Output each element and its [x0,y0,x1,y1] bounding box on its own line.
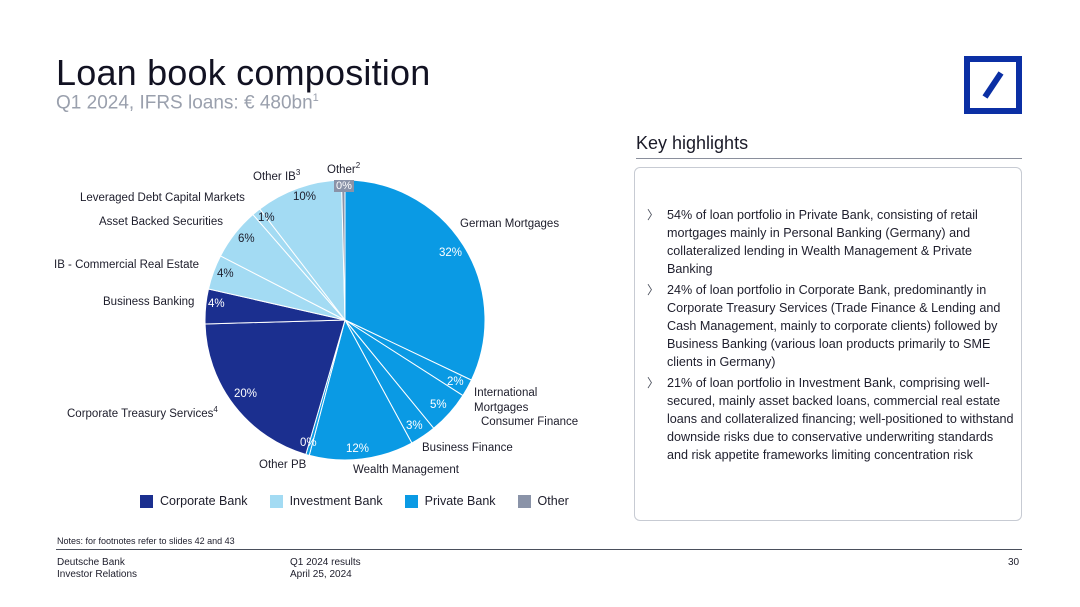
label-other-ib: Other IB3 [253,168,301,183]
pie-svg [204,179,486,461]
legend-other: Other [517,494,569,508]
label-german-mortgages: German Mortgages [460,218,560,230]
pie-slice-german-mortgages [344,179,486,381]
legend-swatch [517,494,531,508]
legend-swatch [140,494,153,508]
chevron-right-icon: 〉 [647,208,660,222]
pct-business-banking: 4% [208,298,225,310]
pct-german-mortgages: 32% [439,247,463,259]
pct-other-ib: 10% [293,191,317,203]
legend-corporate-bank: Corporate Bank [140,494,248,508]
footnotes-note: Notes: for footnotes refer to slides 42 … [57,536,235,546]
label-other: Other2 [327,161,361,176]
key-highlights-box: 〉 54% of loan portfolio in Private Bank, … [634,167,1022,521]
footer-event: Q1 2024 results April 25, 2024 [290,557,361,580]
legend-private-bank: Private Bank [404,494,496,508]
pct-leveraged-debt: 1% [258,212,275,224]
label-asset-backed-securities: Asset Backed Securities [99,216,224,228]
pct-corporate-treasury: 20% [234,388,258,400]
pct-other: 0% [334,180,354,192]
highlight-item: 〉 21% of loan portfolio in Investment Ban… [647,376,1014,462]
chevron-right-icon: 〉 [647,376,660,390]
page-title: Loan book composition [56,52,431,93]
label-wealth-management: Wealth Management [353,464,459,476]
legend-investment-bank: Investment Bank [269,494,383,508]
highlight-item: 〉 54% of loan portfolio in Private Bank, … [647,208,978,276]
chart-legend: Corporate Bank Investment Bank Private B… [140,494,591,508]
label-corporate-treasury: Corporate Treasury Services4 [67,405,218,420]
label-leveraged-debt: Leveraged Debt Capital Markets [80,192,245,204]
legend-swatch [404,494,418,508]
legend-swatch [269,494,283,508]
pct-asset-backed-securities: 6% [238,233,255,245]
pct-consumer-finance: 5% [430,399,447,411]
label-consumer-finance: Consumer Finance [481,416,579,428]
highlight-item: 〉 24% of loan portfolio in Corporate Bank… [647,283,1001,369]
pct-international-mortgages: 2% [447,376,464,388]
label-business-finance: Business Finance [422,442,513,454]
page-number: 30 [1008,557,1020,568]
pct-business-finance: 3% [406,420,423,432]
key-highlights-divider [636,158,1022,159]
pct-wealth-management: 12% [346,443,370,455]
pie-slice-wealth-management [308,318,413,461]
footer-divider [56,549,1022,550]
footer-company: Deutsche Bank Investor Relations [57,557,138,580]
pct-other-pb: 0% [300,437,317,449]
label-business-banking: Business Banking [103,296,195,308]
deutsche-bank-logo [964,56,1022,114]
page-subtitle: Q1 2024, IFRS loans: € 480bn1 [56,92,319,114]
label-other-pb: Other PB [259,459,307,471]
label-international-mortgages: International Mortgages [474,387,538,414]
chevron-right-icon: 〉 [647,283,660,297]
pie-slice-corporate-treasury-services [204,319,346,456]
highlights-list: 〉 54% of loan portfolio in Private Bank, … [647,206,1015,467]
pct-ib-commercial-real-estate: 4% [217,268,234,280]
label-ib-commercial-real-estate: IB - Commercial Real Estate [54,259,200,271]
logo-slash-icon [982,71,1004,99]
key-highlights-title: Key highlights [636,133,749,153]
loan-pie-chart [0,150,620,495]
